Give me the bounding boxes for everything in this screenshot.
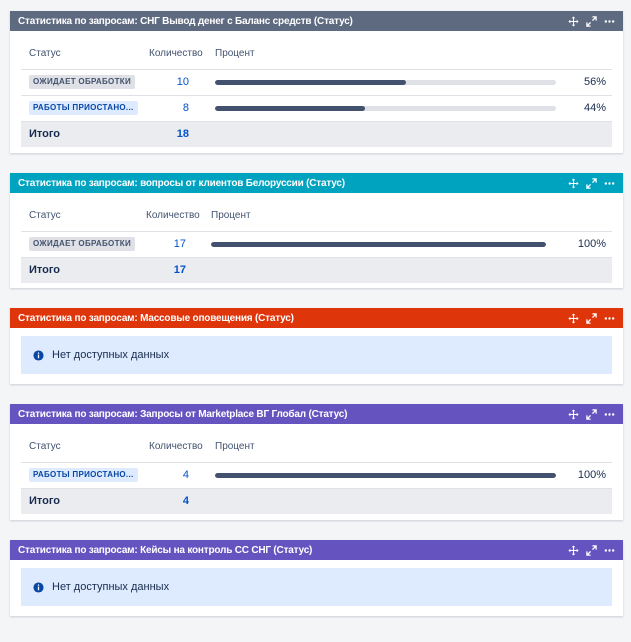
percent-bar-fill [215, 472, 556, 478]
move-icon[interactable] [568, 544, 579, 556]
no-data-message: Нет доступных данных [21, 336, 612, 374]
gadget-sng-control-cases: Статистика по запросам: Кейсы на контрол… [10, 540, 623, 616]
row-percent: 56% [568, 69, 612, 96]
gadget-tools [568, 15, 615, 27]
expand-icon[interactable] [586, 408, 597, 420]
gadget-title[interactable]: Статистика по запросам: Кейсы на контрол… [18, 544, 313, 556]
row-percent: 100% [562, 231, 612, 258]
table-row: ОЖИДАЕТ ОБРАБОТКИ 17 100% [21, 231, 612, 258]
gadget-header: Статистика по запросам: Кейсы на контрол… [10, 540, 623, 560]
gadget-belarus-questions: Статистика по запросам: вопросы от клиен… [10, 173, 623, 288]
table-row: ОЖИДАЕТ ОБРАБОТКИ 10 56% [21, 69, 612, 96]
total-label: Итого [21, 121, 149, 147]
gadget-body: Статус Количество Процент ОЖИДАЕТ ОБРАБО… [10, 31, 623, 158]
gadget-header: Статистика по запросам: Запросы от Marke… [10, 404, 623, 424]
column-header-count: Количество [149, 39, 203, 70]
column-header-percent: Процент [200, 201, 562, 232]
total-row: Итого 18 [21, 121, 612, 147]
total-count-link[interactable]: 17 [146, 257, 200, 283]
total-label: Итого [21, 257, 146, 283]
total-row: Итого 4 [21, 488, 612, 514]
gadget-sng-withdrawal: Статистика по запросам: СНГ Вывод денег … [10, 11, 623, 153]
gadget-marketplace-requests: Статистика по запросам: Запросы от Marke… [10, 404, 623, 520]
move-icon[interactable] [568, 408, 579, 420]
column-header-spacer [562, 201, 612, 232]
expand-icon[interactable] [586, 312, 597, 324]
column-header-status: Статус [21, 201, 146, 232]
gadget-tools [568, 312, 615, 324]
gadget-body: Статус Количество Процент РАБОТЫ ПРИОСТА… [10, 424, 623, 525]
status-lozenge[interactable]: ОЖИДАЕТ ОБРАБОТКИ [29, 75, 135, 89]
status-lozenge[interactable]: ОЖИДАЕТ ОБРАБОТКИ [29, 237, 135, 251]
total-label: Итого [21, 488, 149, 514]
gadget-title[interactable]: Статистика по запросам: Запросы от Marke… [18, 408, 348, 420]
more-icon[interactable] [604, 16, 615, 27]
more-icon[interactable] [604, 409, 615, 420]
more-icon[interactable] [604, 313, 615, 324]
column-header-status: Статус [21, 39, 149, 70]
percent-bar [215, 105, 556, 111]
expand-icon[interactable] [586, 544, 597, 556]
percent-bar [211, 241, 546, 247]
percent-bar-fill [215, 105, 366, 111]
gadget-tools [568, 544, 615, 556]
column-header-count: Количество [146, 201, 200, 232]
gadget-body: Нет доступных данных [10, 328, 623, 385]
gadget-tools [568, 177, 615, 189]
total-count-link[interactable]: 18 [149, 121, 203, 147]
row-count-link[interactable]: 10 [149, 69, 203, 96]
row-count-link[interactable]: 17 [146, 231, 200, 258]
status-lozenge[interactable]: РАБОТЫ ПРИОСТАНО... [29, 468, 138, 482]
total-count-link[interactable]: 4 [149, 488, 203, 514]
percent-bar-fill [211, 241, 546, 247]
status-lozenge[interactable]: РАБОТЫ ПРИОСТАНО... [29, 101, 138, 115]
row-percent: 44% [568, 95, 612, 122]
no-data-text: Нет доступных данных [52, 581, 170, 593]
gadget-body: Статус Количество Процент ОЖИДАЕТ ОБРАБО… [10, 193, 623, 294]
gadget-header: Статистика по запросам: СНГ Вывод денег … [10, 11, 623, 31]
more-icon[interactable] [604, 178, 615, 189]
info-icon [33, 581, 44, 593]
stats-table: Статус Количество Процент РАБОТЫ ПРИОСТА… [21, 432, 612, 514]
gadget-title[interactable]: Статистика по запросам: Массовые оповеще… [18, 312, 294, 324]
row-count-link[interactable]: 8 [149, 95, 203, 122]
column-header-count: Количество [149, 432, 203, 463]
expand-icon[interactable] [586, 177, 597, 189]
percent-bar [215, 472, 556, 478]
gadget-body: Нет доступных данных [10, 560, 623, 617]
column-header-percent: Процент [203, 39, 568, 70]
no-data-message: Нет доступных данных [21, 568, 612, 606]
gadget-title[interactable]: Статистика по запросам: СНГ Вывод денег … [18, 15, 353, 27]
gadget-header: Статистика по запросам: Массовые оповеще… [10, 308, 623, 328]
move-icon[interactable] [568, 312, 579, 324]
column-header-status: Статус [21, 432, 149, 463]
column-header-spacer [568, 39, 612, 70]
gadget-mass-notifications: Статистика по запросам: Массовые оповеще… [10, 308, 623, 384]
row-percent: 100% [568, 462, 612, 489]
table-row: РАБОТЫ ПРИОСТАНО... 8 44% [21, 95, 612, 122]
gadget-tools [568, 408, 615, 420]
table-row: РАБОТЫ ПРИОСТАНО... 4 100% [21, 462, 612, 489]
percent-bar-fill [215, 79, 406, 85]
table-header-row: Статус Количество Процент [21, 432, 612, 463]
column-header-percent: Процент [203, 432, 568, 463]
row-count-link[interactable]: 4 [149, 462, 203, 489]
column-header-spacer [568, 432, 612, 463]
table-header-row: Статус Количество Процент [21, 201, 612, 232]
expand-icon[interactable] [586, 15, 597, 27]
move-icon[interactable] [568, 177, 579, 189]
info-icon [33, 349, 44, 361]
percent-bar [215, 79, 556, 85]
stats-table: Статус Количество Процент ОЖИДАЕТ ОБРАБО… [21, 39, 612, 147]
table-header-row: Статус Количество Процент [21, 39, 612, 70]
move-icon[interactable] [568, 15, 579, 27]
gadget-title[interactable]: Статистика по запросам: вопросы от клиен… [18, 177, 345, 189]
total-row: Итого 17 [21, 257, 612, 283]
stats-table: Статус Количество Процент ОЖИДАЕТ ОБРАБО… [21, 201, 612, 283]
no-data-text: Нет доступных данных [52, 349, 170, 361]
gadget-header: Статистика по запросам: вопросы от клиен… [10, 173, 623, 193]
more-icon[interactable] [604, 545, 615, 556]
